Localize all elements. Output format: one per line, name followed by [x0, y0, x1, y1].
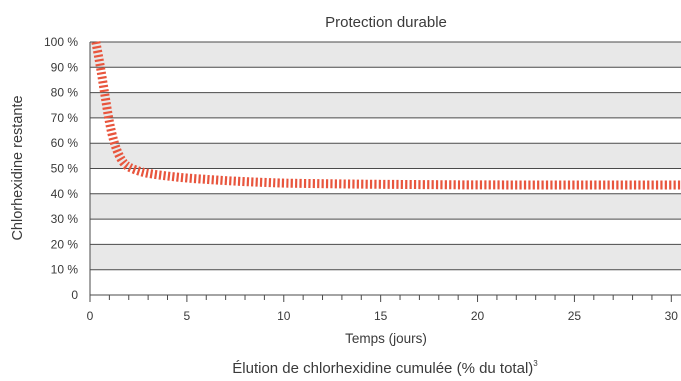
y-tick-label: 60 %	[51, 136, 79, 150]
x-tick-label: 20	[471, 309, 485, 323]
y-axis-tick-labels: 0 10 % 20 % 30 % 40 % 50 % 60 % 70 % 80 % 90 % 100…	[44, 35, 78, 302]
y-tick-label: 90 %	[51, 60, 79, 74]
x-tick-label: 5	[184, 309, 191, 323]
y-tick-label: 10 %	[51, 263, 79, 277]
x-tick-label: 30	[665, 309, 679, 323]
band	[90, 244, 681, 270]
y-axis-label: Chlorhexidine restante	[10, 95, 26, 240]
band	[90, 92, 681, 118]
x-axis-tick-labels: 0 5 10 15 20 25 30	[87, 309, 679, 323]
caption-superscript: 3	[533, 359, 538, 368]
y-tick-label: 80 %	[51, 86, 79, 100]
y-tick-label: 50 %	[51, 162, 79, 176]
x-tick-label: 0	[87, 309, 94, 323]
y-tick-label: 20 %	[51, 237, 79, 251]
background-bands	[90, 42, 681, 270]
band	[90, 42, 681, 68]
series-layer	[91, 41, 681, 190]
series-line	[91, 41, 681, 190]
x-axis	[89, 42, 672, 302]
caption-text: Élution de chlorhexidine cumulée (% du t…	[232, 360, 533, 377]
x-tick-label: 25	[568, 309, 582, 323]
band	[90, 193, 681, 220]
chart-title: Protection durable	[325, 14, 447, 31]
y-tick-label: 100 %	[44, 35, 78, 49]
chart-caption: Élution de chlorhexidine cumulée (% du t…	[232, 359, 538, 377]
band	[90, 143, 681, 169]
x-tick-label: 10	[277, 309, 291, 323]
gridlines	[90, 41, 681, 296]
y-tick-label: 40 %	[51, 187, 79, 201]
x-axis-label: Temps (jours)	[345, 331, 427, 346]
y-tick-label: 70 %	[51, 111, 79, 125]
y-tick-label: 30 %	[51, 212, 79, 226]
y-tick-label: 0	[71, 288, 78, 302]
x-tick-label: 15	[374, 309, 388, 323]
